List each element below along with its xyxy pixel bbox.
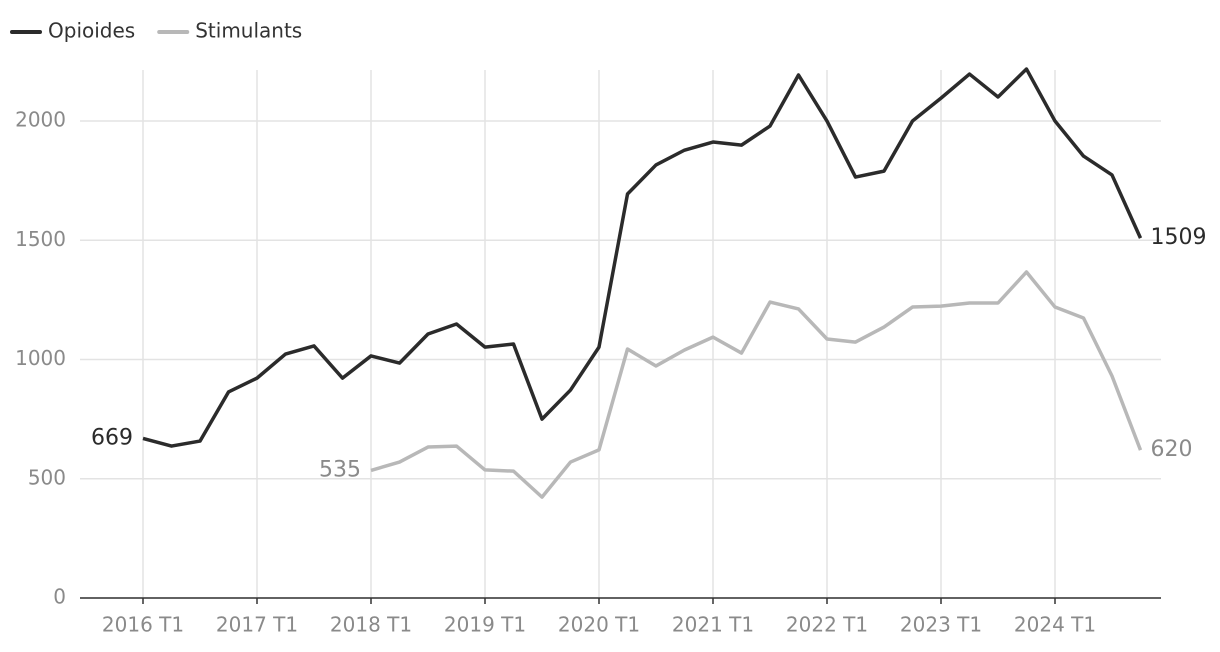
line [142,67,1143,448]
y-tick-label: 2000 [15,108,66,132]
data-label: 535 [319,457,361,482]
data-label: 669 [91,425,133,450]
x-tick-label: 2021 T1 [672,613,754,637]
legend-label: Stimulants [195,19,302,43]
x-tick-label: 2023 T1 [900,613,982,637]
x-tick-label: 2024 T1 [1014,613,1096,637]
y-tick-label: 500 [28,465,66,489]
y-tick-label: 1000 [15,346,66,370]
y-tick-label: 1500 [15,227,66,251]
x-tick-label: 2022 T1 [786,613,868,637]
x-tick-label: 2016 T1 [102,613,184,637]
x-tick-label: 2018 T1 [330,613,412,637]
line [370,270,1143,499]
data-label: 1509 [1151,225,1207,250]
x-tick-label: 2019 T1 [444,613,526,637]
y-tick-label: 0 [53,585,66,609]
x-tick-label: 2017 T1 [216,613,298,637]
x-tick-label: 2020 T1 [558,613,640,637]
data-label: 620 [1151,437,1193,462]
legend-label: Opioides [48,19,135,43]
